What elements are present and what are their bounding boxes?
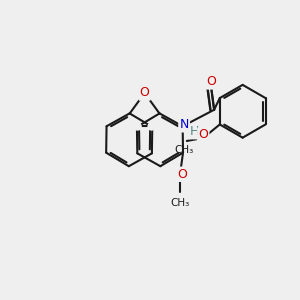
Text: N: N — [179, 118, 189, 131]
Circle shape — [148, 123, 155, 130]
Text: CH₃: CH₃ — [174, 146, 194, 155]
Text: O: O — [178, 168, 188, 181]
Text: CH₃: CH₃ — [170, 198, 190, 208]
Circle shape — [134, 123, 141, 130]
Text: H: H — [189, 125, 199, 138]
Text: O: O — [198, 128, 208, 142]
Text: O: O — [206, 75, 216, 88]
Text: O: O — [140, 86, 149, 100]
